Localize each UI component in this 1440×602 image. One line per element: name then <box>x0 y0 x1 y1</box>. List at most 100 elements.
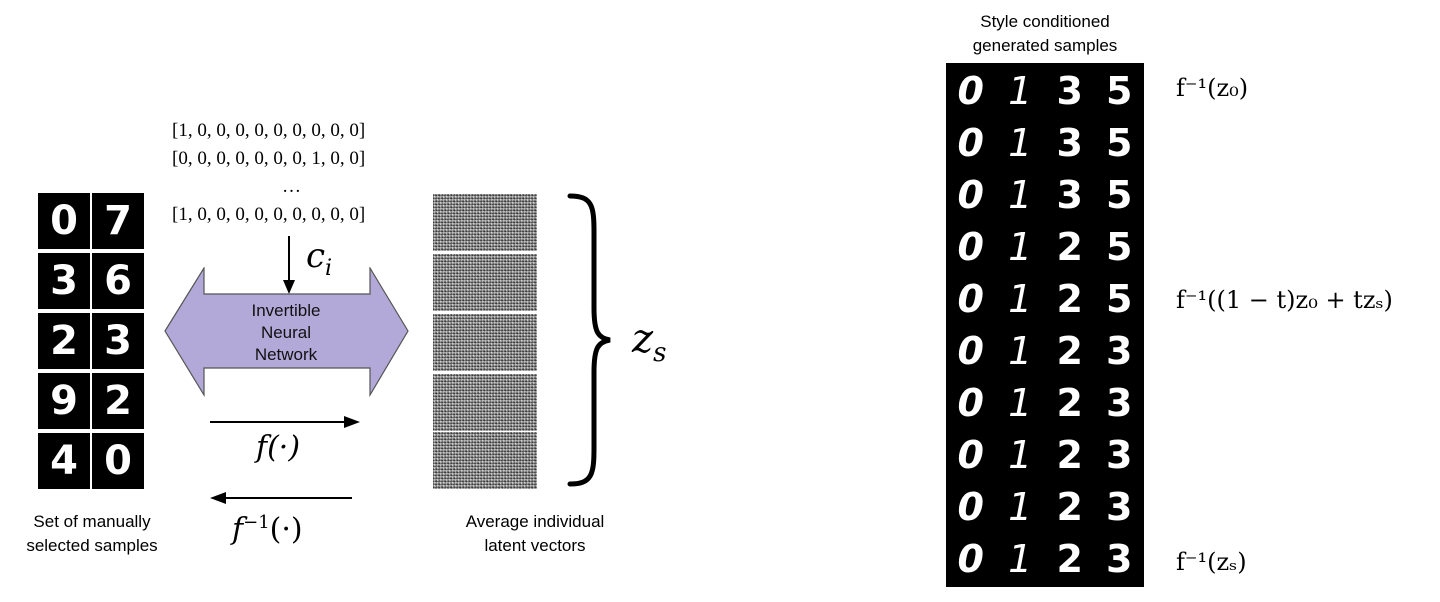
inn-label-line1: Invertible <box>251 301 321 320</box>
inn-arrow-shape <box>164 267 409 397</box>
generated-digit: 2 <box>1056 277 1083 321</box>
sample-digit: 2 <box>92 373 144 429</box>
latent-brace <box>567 193 611 487</box>
latent-symbol: z <box>632 316 654 362</box>
condition-vector-ellipsis: … <box>282 176 301 197</box>
inverse-arrow-head <box>210 492 226 504</box>
generated-digit: 0 <box>957 69 984 113</box>
generated-digit: 5 <box>1106 69 1133 113</box>
selected-samples-caption-line1: Set of manually <box>33 512 151 531</box>
generated-title-line2: generated samples <box>972 36 1118 55</box>
sample-digit: 2 <box>38 313 90 369</box>
generated-digit: 0 <box>957 381 984 425</box>
generated-digit: 3 <box>1056 121 1083 165</box>
inverse-label-arg: (·) <box>269 512 303 547</box>
latent-vector-4 <box>433 374 537 431</box>
generated-digit: 0 <box>957 329 984 373</box>
condition-vector-1: [1, 0, 0, 0, 0, 0, 0, 0, 0, 0] <box>172 120 366 141</box>
generated-digit: 2 <box>1056 433 1083 477</box>
latent-vector-1 <box>433 194 537 251</box>
sample-digit: 6 <box>92 253 144 309</box>
generated-digit: 3 <box>1106 485 1133 529</box>
condition-arrow-head <box>283 280 295 294</box>
condition-subscript: i <box>325 255 333 281</box>
generated-digit: 0 <box>957 537 984 581</box>
inverse-label-base: f <box>232 512 244 547</box>
condition-arrow-shaft <box>288 236 290 280</box>
generated-digit: 0 <box>957 485 984 529</box>
condition-label: ci <box>306 236 332 281</box>
sample-digit: 9 <box>38 373 90 429</box>
inn-label-line2: Neural <box>260 323 312 342</box>
generated-digit: 1 <box>1008 69 1033 113</box>
generated-digit: 3 <box>1106 381 1133 425</box>
condition-vector-2: [0, 0, 0, 0, 0, 0, 0, 1, 0, 0] <box>172 148 366 169</box>
generated-digit: 1 <box>1008 277 1033 321</box>
latent-vector-2 <box>433 254 537 311</box>
generated-digit: 5 <box>1106 225 1133 269</box>
latent-caption: Average individual latent vectors <box>460 510 610 558</box>
generated-digit: 5 <box>1106 121 1133 165</box>
latent-subscript: s <box>653 338 667 368</box>
generated-digit: 1 <box>1008 225 1033 269</box>
latent-vector-5 <box>433 432 537 489</box>
inverse-label-sup: −1 <box>243 512 270 533</box>
generated-digit: 2 <box>1056 381 1083 425</box>
sample-digit: 0 <box>92 433 144 489</box>
selected-samples-caption: Set of manually selected samples <box>2 510 182 558</box>
forward-label: f(·) <box>256 430 301 465</box>
generated-digit: 2 <box>1056 485 1083 529</box>
inn-label-line3: Network <box>254 345 318 364</box>
generated-digit: 0 <box>957 173 984 217</box>
generated-digit: 1 <box>1008 485 1033 529</box>
label-f-inv-interp: f⁻¹((1 − t)z₀ + tzₛ) <box>1176 286 1393 314</box>
generated-digit: 1 <box>1008 381 1033 425</box>
sample-digit: 0 <box>38 193 90 249</box>
generated-digit: 3 <box>1056 173 1083 217</box>
sample-digit: 7 <box>92 193 144 249</box>
sample-digit: 4 <box>38 433 90 489</box>
generated-digit: 3 <box>1106 537 1133 581</box>
condition-vector-n: [1, 0, 0, 0, 0, 0, 0, 0, 0, 0] <box>172 204 366 225</box>
label-f-inv-z0: f⁻¹(z₀) <box>1176 74 1249 102</box>
inverse-arrow-shaft <box>226 497 352 499</box>
inn-label: Invertible Neural Network <box>230 300 342 366</box>
selected-samples-caption-line2: selected samples <box>26 536 158 555</box>
generated-digit: 1 <box>1008 433 1033 477</box>
generated-title-line1: Style conditioned <box>980 12 1110 31</box>
label-f-inv-zs: f⁻¹(zₛ) <box>1176 548 1247 576</box>
latent-label: zs <box>632 316 666 368</box>
forward-arrow-shaft <box>210 421 344 423</box>
sample-digit: 3 <box>92 313 144 369</box>
sample-digit: 3 <box>38 253 90 309</box>
generated-digit: 3 <box>1106 329 1133 373</box>
inverse-label: f−1(·) <box>232 512 303 547</box>
generated-digit: 2 <box>1056 329 1083 373</box>
latent-caption-line2: latent vectors <box>484 536 586 555</box>
generated-digit: 2 <box>1056 225 1083 269</box>
generated-digit: 0 <box>957 277 984 321</box>
latent-caption-line1: Average individual <box>465 512 605 531</box>
generated-digit: 1 <box>1008 329 1033 373</box>
latent-vector-3 <box>433 314 537 371</box>
generated-digit: 0 <box>957 225 984 269</box>
generated-digit: 1 <box>1008 173 1033 217</box>
generated-digit: 1 <box>1008 121 1033 165</box>
inn-double-arrow <box>164 267 409 397</box>
